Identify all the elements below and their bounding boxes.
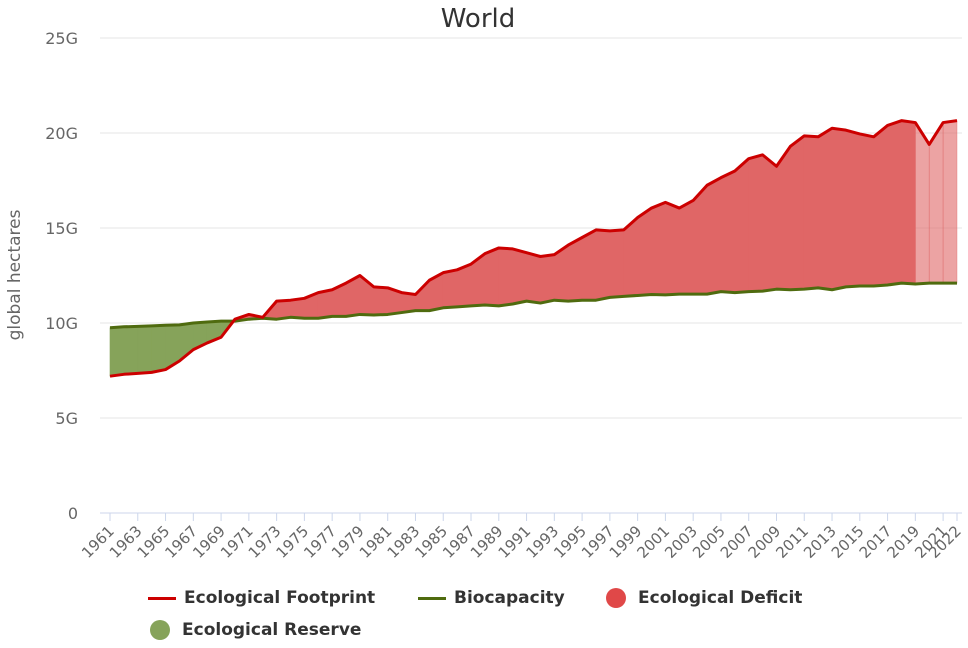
ecological-deficit-area: [928, 121, 944, 284]
reserve-dot-icon: [150, 620, 170, 640]
ecological-deficit-area: [581, 229, 597, 301]
ecological-deficit-area: [803, 135, 819, 290]
biocapacity-line-swatch: [418, 596, 446, 600]
area-layer: [109, 120, 958, 377]
ecological-deficit-area: [373, 286, 388, 316]
legend-item-deficit[interactable]: Ecological Deficit: [606, 588, 802, 608]
y-tick-label: 0: [68, 504, 78, 523]
ecological-deficit-area: [595, 229, 611, 301]
ecological-reserve-area: [123, 326, 139, 375]
ecological-deficit-area: [415, 279, 430, 311]
ecological-deficit-area: [512, 248, 527, 305]
y-tick-labels: 0 5G 10G 15G 20G 25G: [45, 29, 78, 523]
y-tick-label: 15G: [45, 219, 78, 238]
ecological-deficit-area: [748, 154, 763, 292]
grid-lines: [100, 37, 962, 514]
y-tick-label: 25G: [45, 29, 78, 48]
chart-title: World: [441, 4, 516, 34]
ecological-deficit-area: [609, 229, 625, 298]
legend-item-biocapacity[interactable]: Biocapacity: [418, 588, 565, 608]
y-tick-label: 20G: [45, 124, 78, 143]
ecological-deficit-area: [859, 133, 874, 287]
ecological-reserve-area: [151, 324, 166, 373]
ecological-deficit-area: [651, 201, 666, 296]
ecological-deficit-area: [442, 269, 458, 309]
footprint-line-swatch: [148, 596, 176, 600]
ecological-deficit-area: [679, 199, 694, 295]
deficit-dot-icon: [606, 588, 626, 608]
ecological-deficit-area: [901, 120, 916, 285]
y-tick-label: 10G: [45, 314, 78, 333]
biocapacity-line[interactable]: [109, 281, 957, 330]
ecological-deficit-area: [637, 207, 652, 296]
legend-item-reserve[interactable]: Ecological Reserve: [150, 620, 361, 640]
ecological-deficit-area: [831, 127, 847, 291]
ecological-deficit-area: [887, 120, 902, 286]
ecological-deficit-area: [873, 124, 888, 287]
series-lines: [109, 119, 958, 378]
ecological-deficit-area: [526, 252, 541, 304]
ecological-deficit-area: [915, 121, 930, 285]
legend-label-reserve: Ecological Reserve: [182, 620, 362, 640]
ecological-deficit-area: [734, 157, 750, 293]
x-tick-labels: 1961196319651967196919711973197519771979…: [78, 513, 965, 562]
ecological-deficit-area: [776, 145, 791, 291]
ecological-deficit-area: [665, 201, 680, 296]
ecological-footprint-line[interactable]: [109, 119, 958, 378]
ecological-deficit-area: [540, 254, 555, 304]
legend-item-footprint[interactable]: Ecological Footprint: [148, 588, 375, 608]
legend-label-deficit: Ecological Deficit: [638, 588, 803, 608]
ecological-deficit-area: [692, 184, 708, 295]
ecological-deficit-area: [317, 289, 333, 319]
ecological-deficit-area: [817, 127, 833, 291]
ecological-deficit-area: [762, 154, 777, 292]
ecological-deficit-area: [567, 236, 583, 302]
legend-label-footprint: Ecological Footprint: [184, 588, 376, 608]
ecological-reserve-area: [109, 326, 125, 377]
ecological-deficit-area: [845, 129, 861, 288]
y-axis-label: global hectares: [5, 209, 25, 340]
y-tick-label: 5G: [55, 409, 78, 428]
legend-label-biocapacity: Biocapacity: [454, 588, 565, 608]
ecological-deficit-area: [706, 177, 722, 295]
ecological-deficit-area: [942, 120, 958, 284]
ecological-reserve-area: [137, 325, 152, 374]
ecological-deficit-area: [484, 247, 500, 307]
ecological-deficit-area: [498, 247, 513, 307]
ecological-deficit-area: [790, 135, 805, 291]
ecological-deficit-area: [720, 170, 736, 293]
